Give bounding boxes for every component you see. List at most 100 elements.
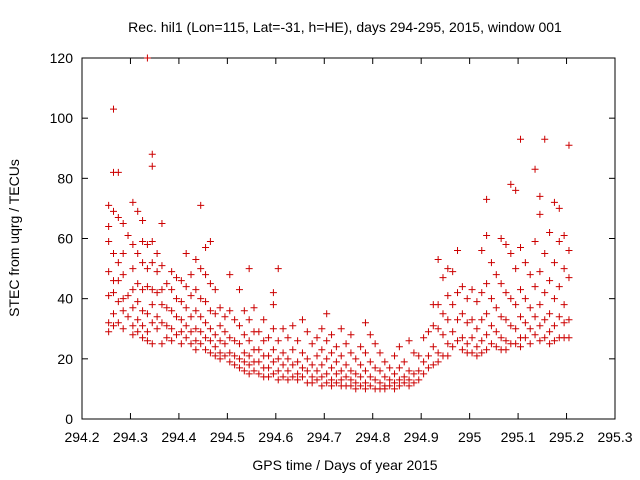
data-point: [119, 307, 127, 315]
data-point: [250, 367, 258, 375]
data-point: [284, 367, 292, 375]
data-point: [318, 373, 326, 381]
data-point: [536, 268, 544, 276]
data-point: [531, 238, 539, 246]
data-point: [517, 244, 525, 252]
data-point: [143, 54, 151, 62]
data-point: [347, 382, 355, 390]
data-point: [458, 310, 466, 318]
data-point: [216, 355, 224, 363]
data-point: [308, 373, 316, 381]
data-point: [129, 198, 137, 206]
data-point: [172, 313, 180, 321]
data-point: [226, 271, 234, 279]
data-point: [109, 105, 117, 113]
data-point: [381, 358, 389, 366]
data-point: [303, 328, 311, 336]
data-point: [391, 385, 399, 393]
data-point: [541, 334, 549, 342]
data-point: [134, 280, 142, 288]
data-point: [221, 340, 229, 348]
data-point: [303, 355, 311, 363]
data-point: [328, 382, 336, 390]
data-point: [143, 241, 151, 249]
data-point: [468, 349, 476, 357]
data-point: [391, 370, 399, 378]
data-point: [323, 370, 331, 378]
data-point: [342, 340, 350, 348]
data-point: [114, 168, 122, 176]
data-point: [565, 334, 573, 342]
data-point: [235, 340, 243, 348]
data-point: [114, 319, 122, 327]
data-point: [134, 250, 142, 258]
data-point: [381, 373, 389, 381]
data-point: [478, 337, 486, 345]
data-point: [269, 325, 277, 333]
data-point: [192, 256, 200, 264]
data-point: [139, 286, 147, 294]
data-point: [332, 358, 340, 366]
data-point: [405, 382, 413, 390]
data-point: [405, 367, 413, 375]
data-point: [492, 328, 500, 336]
data-point: [434, 358, 442, 366]
data-point: [216, 349, 224, 357]
data-point: [395, 382, 403, 390]
data-point: [550, 198, 558, 206]
data-point: [206, 337, 214, 345]
data-point: [148, 319, 156, 327]
data-point: [153, 325, 161, 333]
data-point: [172, 274, 180, 282]
data-point: [197, 201, 205, 209]
y-tick-label: 60: [57, 231, 73, 247]
data-point: [342, 361, 350, 369]
y-tick-label: 100: [50, 110, 74, 126]
data-point: [337, 367, 345, 375]
data-point: [502, 289, 510, 297]
data-point: [231, 316, 239, 324]
data-point: [507, 250, 515, 258]
data-point: [521, 259, 529, 267]
data-point: [468, 316, 476, 324]
data-point: [168, 337, 176, 345]
data-point: [347, 376, 355, 384]
data-point: [361, 367, 369, 375]
data-point: [303, 367, 311, 375]
data-point: [211, 331, 219, 339]
data-point: [153, 313, 161, 321]
x-tick-label: 295.1: [501, 429, 536, 445]
chart-title: Rec. hil1 (Lon=115, Lat=-31, h=HE), days…: [128, 19, 562, 35]
data-point: [395, 343, 403, 351]
data-point: [294, 376, 302, 384]
data-point: [158, 340, 166, 348]
data-point: [526, 271, 534, 279]
data-point: [478, 316, 486, 324]
data-point: [546, 277, 554, 285]
data-point: [434, 301, 442, 309]
data-point: [177, 298, 185, 306]
data-point: [192, 325, 200, 333]
data-point: [342, 373, 350, 381]
data-point: [284, 376, 292, 384]
data-point: [148, 340, 156, 348]
data-point: [434, 349, 442, 357]
data-point: [323, 337, 331, 345]
data-point: [487, 295, 495, 303]
data-point: [269, 289, 277, 297]
data-point: [444, 352, 452, 360]
data-point: [361, 319, 369, 327]
data-point: [298, 364, 306, 372]
data-point: [265, 352, 273, 360]
data-point: [541, 289, 549, 297]
data-point: [473, 343, 481, 351]
x-tick-labels: 294.2 294.3 294.4 294.5 294.6 294.7 294.8 294.9…: [64, 429, 632, 445]
data-point: [526, 304, 534, 312]
data-point: [483, 346, 491, 354]
data-point: [439, 310, 447, 318]
data-point: [492, 271, 500, 279]
data-point: [143, 328, 151, 336]
data-point: [245, 370, 253, 378]
data-point: [202, 346, 210, 354]
data-point: [555, 238, 563, 246]
